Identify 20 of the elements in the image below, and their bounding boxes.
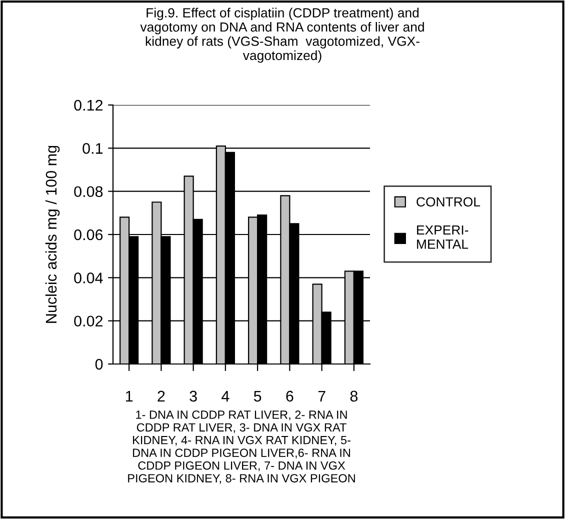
legend-label: CONTROL — [416, 197, 480, 207]
y-tick-label: 0.02 — [74, 316, 103, 327]
x-tick-label: 3 — [190, 390, 197, 402]
y-tick-label: 0 — [95, 358, 103, 370]
x-tick-label: 6 — [286, 390, 294, 402]
y-tick-label: 0.04 — [74, 272, 103, 284]
x-tick-label: 8 — [350, 390, 358, 402]
y-tick-label: 0.06 — [74, 229, 103, 240]
y-axis-title: Nucleic acids mg / 100 mg — [45, 146, 60, 323]
chart-title: Fig.9. Effect of cisplatiin (CDDP treatment) and vagotomy on DNA and RNA contents of liver and kidney of rats (VGS-Sham vagotomized, VGX- vagotomized) — [140, 8, 424, 63]
x-tick-label: 5 — [254, 390, 262, 402]
x-tick-label: 2 — [158, 390, 165, 402]
y-tick-label: 0.12 — [74, 100, 103, 111]
x-tick-label: 4 — [222, 390, 230, 402]
y-tick-label: 0.1 — [82, 143, 103, 154]
x-tick-label: 7 — [318, 390, 326, 402]
x-tick-label: 1 — [126, 390, 133, 402]
x-axis-title: 1- DNA IN CDDP RAT LIVER, 2- RNA IN CDDP RAT LIVER, 3- DNA IN VGX RAT KIDNEY, 4- RNA IN VGX RAT KIDNEY, 5- DNA IN CDDP PIGEON LIVER,6- RNA IN CDDP PIGEON LIVER, 7- DNA IN VGX PIGEON KIDNEY, 8- RNA IN VGX PIGEON — [128, 410, 355, 484]
y-tick-label: 0.08 — [74, 186, 103, 198]
legend-label: EXPERI- MENTAL — [417, 225, 468, 249]
